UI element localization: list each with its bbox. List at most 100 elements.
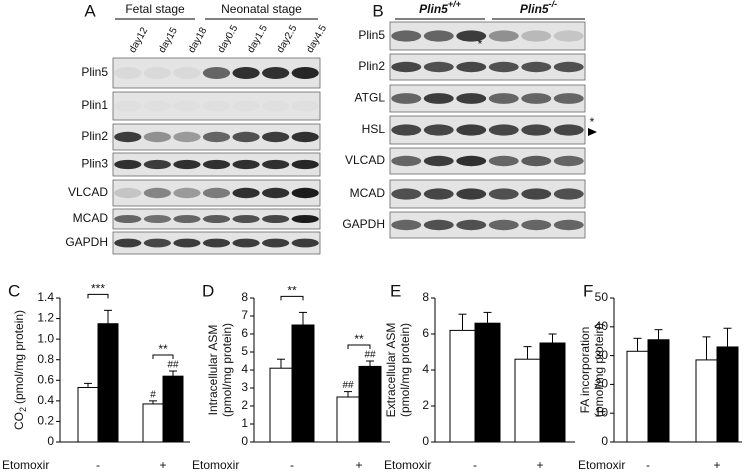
- band: [488, 155, 519, 167]
- y-tick-label: 30: [595, 348, 609, 362]
- band: [232, 215, 260, 223]
- band: [143, 131, 171, 143]
- significance: #: [150, 389, 156, 400]
- band: [262, 67, 290, 79]
- x-tick-label: +: [355, 458, 362, 472]
- significance: **: [287, 284, 297, 298]
- x-axis-label: Etomoxir: [384, 458, 431, 472]
- band: [553, 61, 584, 73]
- band: [173, 238, 201, 248]
- y-tick-label: 8: [241, 290, 248, 304]
- row-label: Plin5: [358, 28, 385, 42]
- band: [114, 238, 142, 248]
- band: [291, 67, 319, 79]
- blot-strip: [389, 115, 586, 145]
- band: [423, 155, 454, 167]
- band: [114, 67, 142, 79]
- band: [232, 67, 260, 79]
- blot-strip: [389, 211, 586, 239]
- bar: [97, 323, 119, 443]
- bar: [514, 358, 541, 443]
- y-tick-label: 40: [595, 319, 609, 333]
- y-axis-label: FA incorporation: [578, 327, 592, 414]
- band: [143, 67, 171, 79]
- band: [173, 159, 201, 170]
- band: [521, 30, 552, 42]
- band: [521, 188, 552, 200]
- row-label: Plin1: [81, 98, 108, 112]
- band: [143, 159, 171, 170]
- significance: ##: [364, 350, 376, 361]
- bar: [626, 350, 649, 443]
- gene: Plin5: [520, 2, 549, 16]
- significance: **: [158, 342, 168, 356]
- bar: [77, 386, 99, 443]
- band: [262, 100, 289, 111]
- band: [521, 219, 552, 231]
- row-label: Plin2: [358, 59, 385, 73]
- band: [202, 238, 231, 248]
- row-label: VLCAD: [345, 153, 385, 167]
- band: [553, 124, 584, 136]
- band: [423, 219, 454, 231]
- blot-strip: [389, 84, 586, 113]
- band: [553, 93, 584, 104]
- band: [203, 100, 230, 111]
- group-label: Plin5+/+: [419, 0, 461, 16]
- y-tick-label: 1.4: [37, 290, 54, 304]
- lane-label: day15: [157, 25, 180, 54]
- panel-letter: D: [202, 281, 214, 300]
- row-label: ATGL: [355, 91, 386, 105]
- x-axis-label: Etomoxir: [578, 458, 625, 472]
- group-label: Fetal stage: [125, 2, 185, 16]
- bar: [647, 339, 670, 443]
- panel-letter: C: [8, 281, 20, 300]
- y-tick-label: 4: [241, 362, 248, 376]
- row-label: HSL: [362, 122, 386, 136]
- y-tick-label: 0.2: [37, 414, 54, 428]
- blot-strip: [389, 53, 586, 81]
- y-tick-label: 1.2: [37, 311, 54, 325]
- band: [173, 215, 201, 223]
- band: [262, 131, 290, 143]
- group-label: Neonatal stage: [221, 2, 302, 16]
- band: [423, 188, 454, 200]
- y-tick-label: 2: [422, 398, 429, 412]
- band: [262, 187, 290, 199]
- band: [114, 131, 142, 143]
- panel-letter: A: [84, 1, 96, 20]
- band: [202, 187, 231, 199]
- row-label: GAPDH: [342, 217, 385, 231]
- y-tick-label: 0: [47, 434, 54, 448]
- band: [521, 124, 552, 136]
- lane-label: day12: [127, 25, 150, 54]
- band: [456, 188, 487, 200]
- bar: [449, 329, 476, 443]
- band: [553, 219, 584, 231]
- x-tick-label: -: [473, 458, 477, 472]
- significance: ##: [167, 360, 179, 371]
- band: [114, 187, 142, 199]
- band: [521, 61, 552, 73]
- y-tick-label: 3: [241, 380, 248, 394]
- bar: [716, 346, 739, 443]
- band: [521, 93, 552, 104]
- lane-label: day1.5: [245, 23, 270, 55]
- y-axis-label: Intracellular ASM: [206, 325, 220, 416]
- band: [232, 187, 260, 199]
- y-tick-label: 4: [422, 362, 429, 376]
- band: [456, 30, 487, 42]
- y-tick-label: 8: [422, 290, 429, 304]
- band: [488, 30, 519, 42]
- y-tick-label: 0: [422, 434, 429, 448]
- band: [291, 131, 319, 143]
- x-tick-label: -: [646, 458, 650, 472]
- bar: [695, 359, 718, 443]
- band: [391, 188, 422, 200]
- y-axis-label: CO2 (pmol/mg protein): [12, 310, 28, 430]
- significance: ***: [91, 282, 105, 296]
- y-tick-label: 1: [241, 416, 248, 430]
- arrowhead: [588, 128, 597, 136]
- bar: [474, 322, 501, 443]
